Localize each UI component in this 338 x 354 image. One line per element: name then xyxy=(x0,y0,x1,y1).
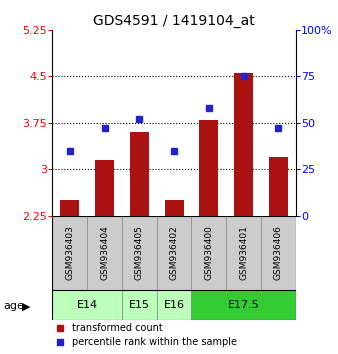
Text: E15: E15 xyxy=(129,300,150,310)
Bar xyxy=(157,216,191,290)
Text: percentile rank within the sample: percentile rank within the sample xyxy=(72,337,237,347)
Bar xyxy=(269,157,288,216)
Bar xyxy=(52,216,87,290)
Text: transformed count: transformed count xyxy=(72,323,163,333)
Bar xyxy=(226,216,261,290)
Bar xyxy=(157,290,191,320)
Bar xyxy=(122,216,157,290)
Bar xyxy=(191,216,226,290)
Text: GSM936404: GSM936404 xyxy=(100,225,109,280)
Title: GDS4591 / 1419104_at: GDS4591 / 1419104_at xyxy=(93,14,255,28)
Text: ▶: ▶ xyxy=(22,301,30,311)
Bar xyxy=(165,200,184,216)
Text: GSM936400: GSM936400 xyxy=(204,225,213,280)
Bar xyxy=(191,290,296,320)
Bar xyxy=(122,290,157,320)
Text: E16: E16 xyxy=(164,300,185,310)
Bar xyxy=(60,200,79,216)
Text: GSM936402: GSM936402 xyxy=(170,225,178,280)
Text: E14: E14 xyxy=(77,300,98,310)
Bar xyxy=(87,216,122,290)
Bar xyxy=(95,160,114,216)
Text: E17.5: E17.5 xyxy=(228,300,260,310)
Bar xyxy=(234,73,253,216)
Text: GSM936403: GSM936403 xyxy=(65,225,74,280)
Text: GSM936406: GSM936406 xyxy=(274,225,283,280)
Bar xyxy=(261,216,296,290)
Text: age: age xyxy=(3,301,24,311)
Bar xyxy=(52,290,122,320)
Text: GSM936405: GSM936405 xyxy=(135,225,144,280)
Text: GSM936401: GSM936401 xyxy=(239,225,248,280)
Bar xyxy=(130,132,149,216)
Bar xyxy=(199,120,218,216)
